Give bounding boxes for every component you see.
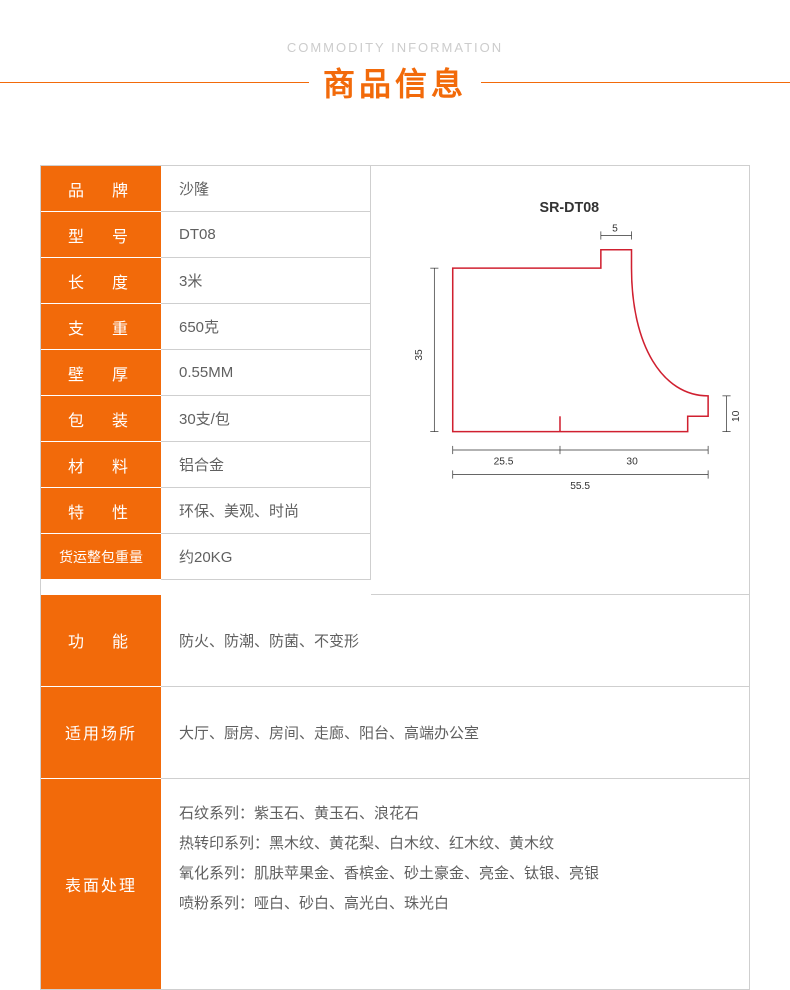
surface-line: 喷粉系列：哑白、砂白、高光白、珠光白 xyxy=(179,889,731,919)
dim-br: 30 xyxy=(626,456,638,467)
surface-value: 石纹系列：紫玉石、黄玉石、浪花石 热转印系列：黑木纹、黄花梨、白木纹、红木纹、黄… xyxy=(161,779,749,989)
spec-value: 沙隆 xyxy=(161,166,371,212)
dim-bl: 25.5 xyxy=(494,456,514,467)
spec-value: 约20KG xyxy=(161,534,371,580)
diagram-label: SR-DT08 xyxy=(540,200,600,216)
spec-label: 支 重 xyxy=(41,304,161,350)
header-line-left xyxy=(0,82,309,83)
function-label: 功 能 xyxy=(41,595,161,687)
spec-label: 长 度 xyxy=(41,258,161,304)
spec-label: 货运整包重量 xyxy=(41,534,161,580)
dim-bt: 55.5 xyxy=(570,481,590,492)
profile-outline xyxy=(453,250,708,432)
surface-line: 氧化系列：肌肤苹果金、香槟金、砂土豪金、亮金、钛银、亮银 xyxy=(179,859,731,889)
spec-value: 0.55MM xyxy=(161,350,371,396)
function-value: 防火、防潮、防菌、不变形 xyxy=(161,595,749,687)
diagram-cell: SR-DT08 xyxy=(371,166,749,595)
spec-label: 材 料 xyxy=(41,442,161,488)
place-value: 大厅、厨房、房间、走廊、阳台、高端办公室 xyxy=(161,687,749,779)
surface-line: 石纹系列：紫玉石、黄玉石、浪花石 xyxy=(179,799,731,829)
place-label: 适用场所 xyxy=(41,687,161,779)
spec-value: DT08 xyxy=(161,212,371,258)
header-line-right xyxy=(481,82,790,83)
spec-value: 环保、美观、时尚 xyxy=(161,488,371,534)
spec-value: 30支/包 xyxy=(161,396,371,442)
header-title: 商品信息 xyxy=(309,59,481,105)
profile-diagram: SR-DT08 xyxy=(371,166,749,589)
spec-value: 铝合金 xyxy=(161,442,371,488)
spec-value: 650克 xyxy=(161,304,371,350)
spec-label: 壁 厚 xyxy=(41,350,161,396)
dim-left: 35 xyxy=(414,349,425,361)
spec-table: 品 牌沙隆 型 号DT08 长 度3米 支 重650克 壁 厚0.55MM 包 … xyxy=(40,165,750,990)
spec-label: 特 性 xyxy=(41,488,161,534)
spec-value: 3米 xyxy=(161,258,371,304)
header-subtitle: COMMODITY INFORMATION xyxy=(0,40,790,55)
section-header: COMMODITY INFORMATION 商品信息 xyxy=(0,0,790,135)
dim-top: 5 xyxy=(612,223,618,234)
surface-line: 热转印系列：黑木纹、黄花梨、白木纹、红木纹、黄木纹 xyxy=(179,829,731,859)
surface-label: 表面处理 xyxy=(41,779,161,989)
spec-label: 包 装 xyxy=(41,396,161,442)
dim-right: 10 xyxy=(731,410,742,422)
header-title-wrap: 商品信息 xyxy=(0,59,790,105)
spec-label: 品 牌 xyxy=(41,166,161,212)
spec-label: 型 号 xyxy=(41,212,161,258)
